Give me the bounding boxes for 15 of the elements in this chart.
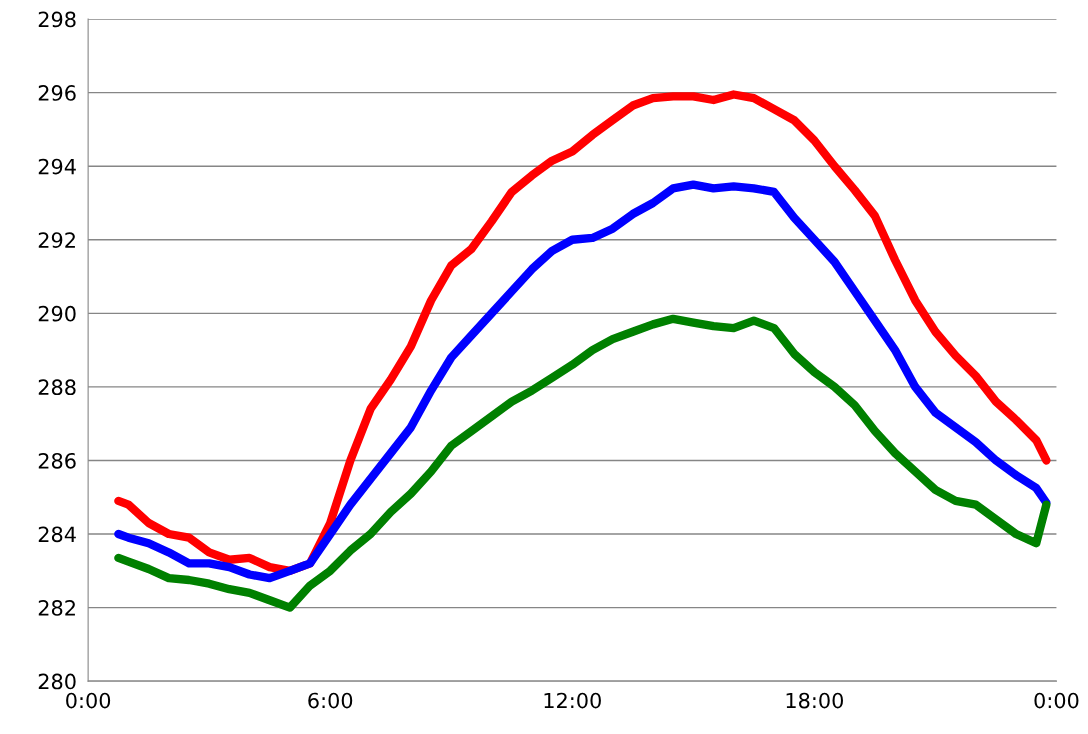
y-tick-label: 288 (38, 379, 76, 396)
y-tick-label: 280 (38, 673, 76, 690)
y-tick-label: 282 (38, 600, 75, 616)
x-tick-label: 18:00 (786, 692, 843, 709)
y-tick-label: 298 (38, 11, 76, 28)
y-tick-label: 292 (38, 232, 75, 248)
y-tick-label: 286 (38, 452, 76, 469)
x-tick-label: 6:00 (308, 692, 353, 709)
y-tick-label: 294 (38, 158, 76, 175)
x-tick-label: 0:00 (1034, 692, 1079, 709)
x-tick-label: 12:00 (544, 692, 601, 709)
y-tick-label: 284 (38, 526, 76, 543)
y-tick-label: 296 (38, 85, 76, 101)
y-tick-label: 290 (38, 305, 76, 322)
x-tick-label: 0:00 (66, 692, 111, 709)
